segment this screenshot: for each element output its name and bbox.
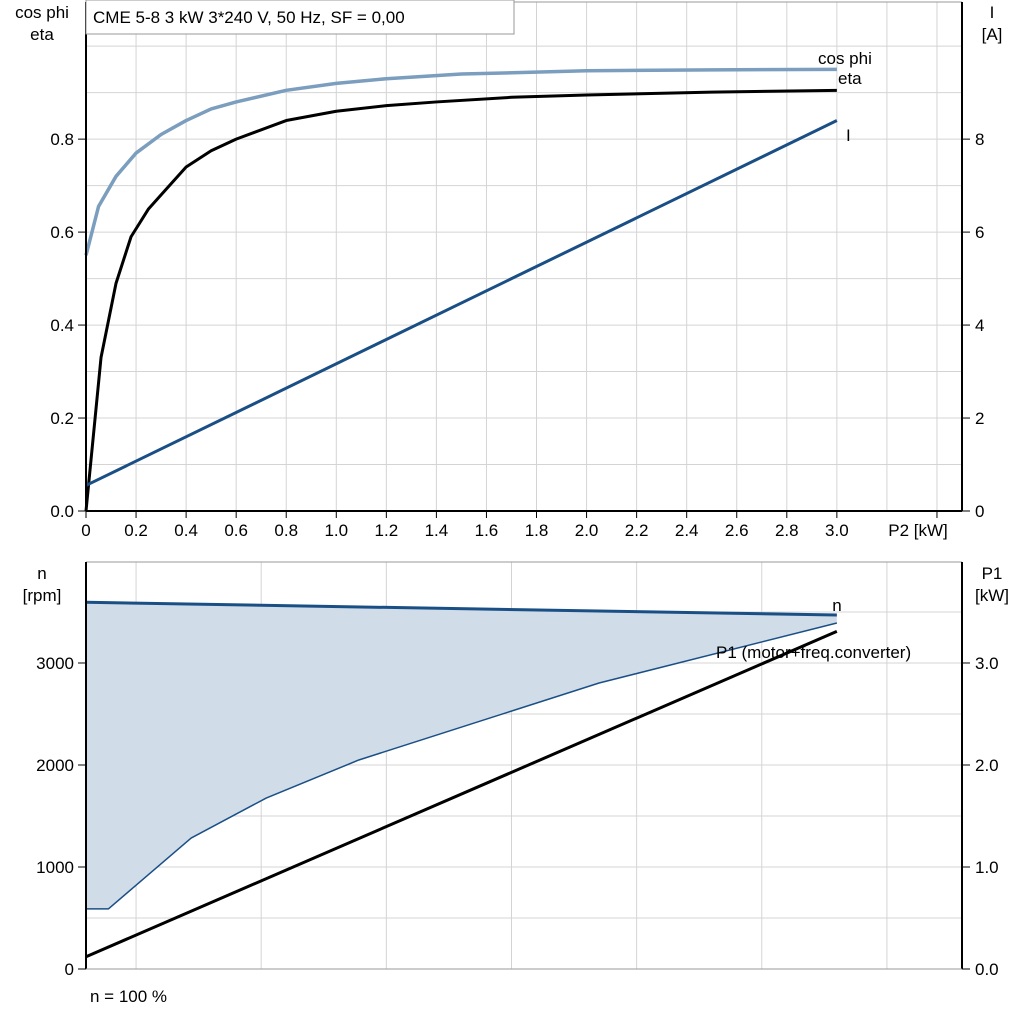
x-tick-label: 0	[81, 521, 90, 540]
footer-note: n = 100 %	[90, 987, 167, 1006]
x-tick-label: 2.2	[625, 521, 649, 540]
y-tick-label-left: 0	[65, 960, 74, 979]
y-tick-label-left: 0.6	[50, 223, 74, 242]
y-axis-label-right: [kW]	[975, 586, 1009, 605]
y-tick-label-left: 0.2	[50, 409, 74, 428]
y-tick-label-right: 2	[975, 409, 984, 428]
series-label-n: n	[832, 596, 841, 615]
x-tick-label: 0.2	[124, 521, 148, 540]
y-axis-label-left: [rpm]	[23, 586, 62, 605]
y-axis-label-right: [A]	[982, 25, 1003, 44]
series-label-eta: eta	[838, 69, 862, 88]
x-tick-label: 2.4	[675, 521, 699, 540]
series-line-n	[86, 622, 838, 910]
x-tick-label: 1.0	[324, 521, 348, 540]
series-line-I	[85, 119, 838, 487]
x-tick-label: 0.4	[174, 521, 198, 540]
y-axis-label-right: P1	[982, 564, 1003, 583]
series-line-cos_phi	[84, 67, 837, 256]
x-tick-label: 1.4	[425, 521, 449, 540]
y-tick-label-left: 2000	[36, 756, 74, 775]
y-tick-label-left: 0.4	[50, 316, 74, 335]
x-tick-label: 1.2	[375, 521, 399, 540]
y-tick-label-right: 3.0	[975, 654, 999, 673]
x-tick-label: 2.6	[725, 521, 749, 540]
x-tick-label: 2.0	[575, 521, 599, 540]
series-line-P1	[85, 629, 838, 959]
y-axis-label-left: eta	[30, 25, 54, 44]
x-tick-label: 2.8	[775, 521, 799, 540]
series-line-eta	[84, 88, 837, 512]
series-line-n	[85, 600, 837, 617]
y-axis-label-left: n	[37, 564, 46, 583]
bottom-chart: 0 1000 2000 3000 0.0 1.0 2.0 3.0 n [rpm] P1 [kW] n P1…	[23, 561, 1009, 979]
y-axis-label-right: I	[990, 3, 995, 22]
x-tick-label: 0.8	[274, 521, 298, 540]
y-tick-label-left: 3000	[36, 654, 74, 673]
chart-title: CME 5-8 3 kW 3*240 V, 50 Hz, SF = 0,00	[93, 8, 405, 27]
x-tick-label: 0.6	[224, 521, 248, 540]
series-label-P1: P1 (motor+freq.converter)	[716, 643, 911, 662]
y-tick-label-right: 8	[975, 130, 984, 149]
y-tick-label-right: 4	[975, 316, 984, 335]
y-tick-label-right: 6	[975, 223, 984, 242]
title-box: CME 5-8 3 kW 3*240 V, 50 Hz, SF = 0,00	[85, 0, 515, 35]
series-label-cos-phi: cos phi	[818, 49, 872, 68]
x-axis-label: P2 [kW]	[888, 521, 948, 540]
x-tick-label: 1.8	[525, 521, 549, 540]
y-tick-label-right: 0	[975, 502, 984, 521]
y-axis-label-left: cos phi	[15, 3, 69, 22]
y-tick-label-right: 1.0	[975, 858, 999, 877]
x-tick-label: 3.0	[825, 521, 849, 540]
y-tick-label-left: 1000	[36, 858, 74, 877]
y-tick-label-left: 0.0	[50, 502, 74, 521]
y-tick-label-right: 0.0	[975, 960, 999, 979]
top-chart: 0.0 0.2 0.4 0.6 0.8 0 2 4 6 8 0 0.2 0.4 0.6 0.8 1.0 1.2 1…	[15, 1, 1003, 540]
operating-range-area	[86, 602, 837, 909]
series-label-I: I	[846, 126, 851, 145]
y-tick-label-right: 2.0	[975, 756, 999, 775]
y-tick-label-left: 0.8	[50, 130, 74, 149]
x-tick-label: 1.6	[475, 521, 499, 540]
